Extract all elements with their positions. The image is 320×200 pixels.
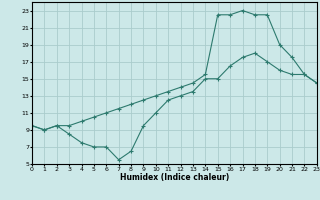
X-axis label: Humidex (Indice chaleur): Humidex (Indice chaleur) [120, 173, 229, 182]
